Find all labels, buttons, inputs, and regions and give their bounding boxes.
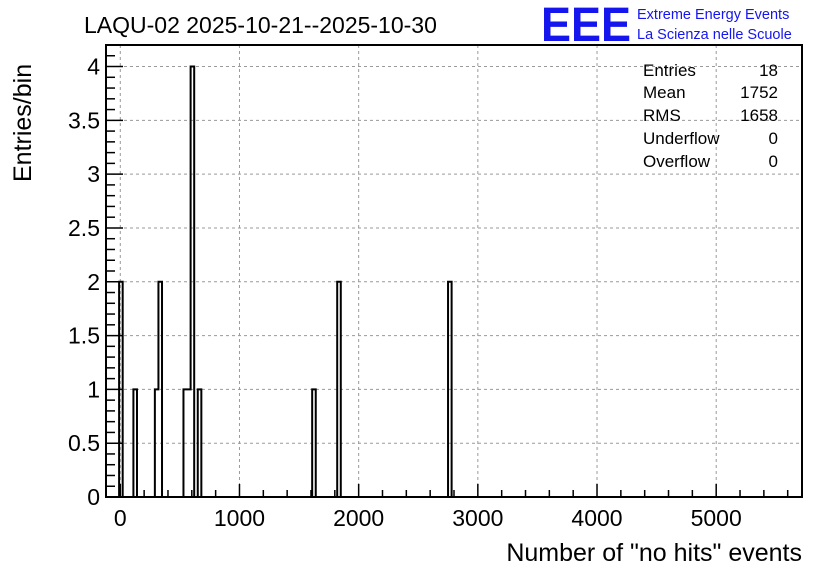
chart-title: LAQU-02 2025-10-21--2025-10-30	[84, 12, 437, 38]
y-tick-label: 0.5	[68, 430, 100, 456]
x-tick-label: 2000	[333, 505, 384, 531]
y-axis-title: Entries/bin	[9, 64, 37, 182]
y-tick-label: 3	[87, 161, 100, 187]
histogram-bin	[198, 389, 202, 497]
y-tick-label: 2	[87, 269, 100, 295]
y-tick-label: 4	[87, 54, 100, 80]
axes: 0 1000 2000 3000 4000 5000 0 0.5 1 1.5 2 2.5 3 3.5 4	[68, 44, 803, 531]
y-tick-label: 1	[87, 376, 100, 402]
stats-box: Entries 18 Mean 1752 RMS 1658 Underflow …	[643, 61, 778, 171]
y-tick-label: 2.5	[68, 215, 100, 241]
histogram-bin	[448, 282, 452, 497]
histogram-bin	[337, 282, 341, 497]
histogram-bin	[158, 282, 162, 497]
stats-mean-value: 1752	[740, 83, 778, 102]
y-tick-label: 3.5	[68, 107, 100, 133]
stats-overflow-label: Overflow	[643, 152, 711, 171]
eee-logo-mark: EEE	[541, 0, 631, 52]
histogram-bin	[187, 389, 191, 497]
y-tick-label: 1.5	[68, 323, 100, 349]
histogram-bin	[183, 389, 187, 497]
y-tick-label: 0	[87, 484, 100, 510]
histogram-bin	[155, 389, 159, 497]
x-tick-label: 0	[114, 505, 127, 531]
x-tick-label: 5000	[691, 505, 742, 531]
stats-mean-label: Mean	[643, 83, 686, 102]
stats-rms-value: 1658	[740, 106, 778, 125]
histogram-bin	[312, 389, 316, 497]
histogram-bin	[191, 67, 195, 497]
stats-rms-label: RMS	[643, 106, 681, 125]
histogram-bin	[133, 389, 137, 497]
stats-overflow-value: 0	[769, 152, 778, 171]
logo-line-2: La Scienza nelle Scuole	[637, 27, 792, 43]
stats-underflow-value: 0	[769, 129, 778, 148]
eee-logo: EEE Extreme Energy Events La Scienza nel…	[541, 0, 792, 52]
x-tick-label: 1000	[214, 505, 265, 531]
stats-entries-label: Entries	[643, 61, 696, 80]
stats-entries-value: 18	[759, 61, 778, 80]
grid-lines	[106, 45, 802, 497]
x-axis-title: Number of "no hits" events	[506, 539, 802, 567]
x-tick-label: 4000	[571, 505, 622, 531]
stats-underflow-label: Underflow	[643, 129, 720, 148]
logo-line-1: Extreme Energy Events	[637, 7, 789, 23]
x-tick-label: 3000	[452, 505, 503, 531]
